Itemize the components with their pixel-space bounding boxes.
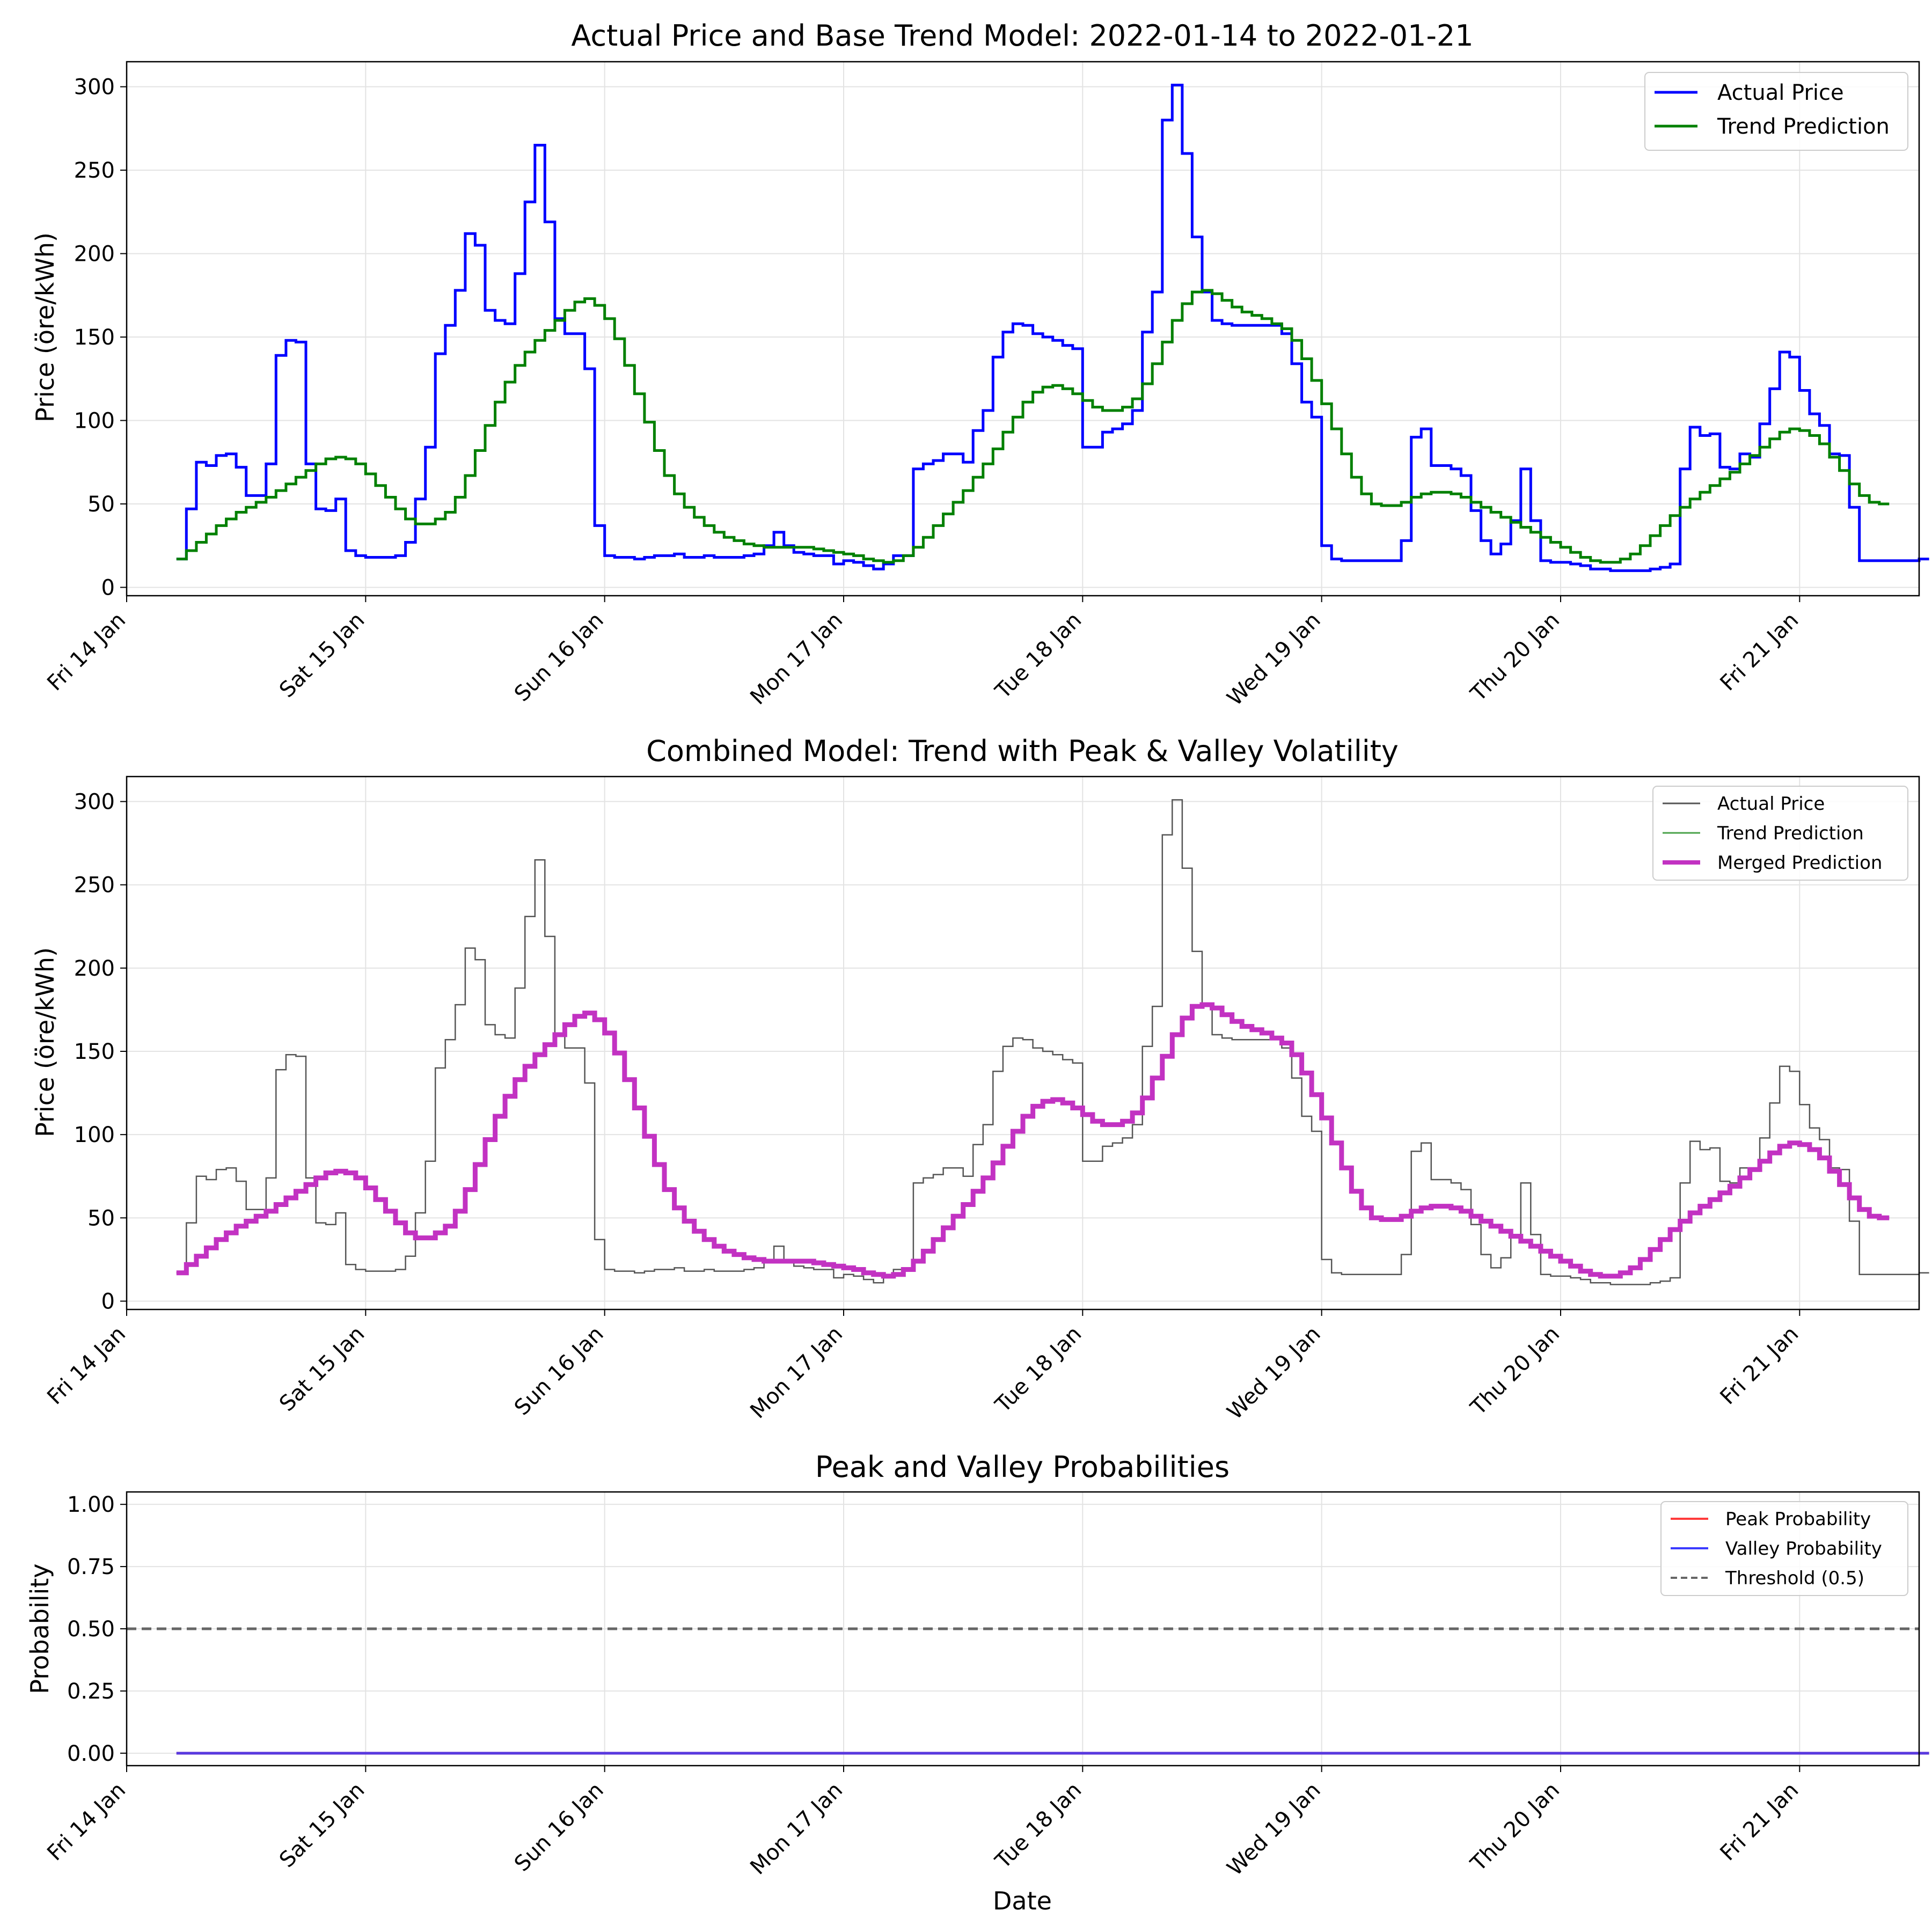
panel-3-ylabel: Probability	[25, 1563, 54, 1694]
legend-label-actual-price: Actual Price	[1717, 793, 1825, 815]
panel-3-title: Peak and Valley Probabilities	[815, 1450, 1230, 1484]
y-tick-label: 0.00	[67, 1741, 115, 1766]
series-actual-price	[176, 799, 1929, 1285]
legend-label-actual-price: Actual Price	[1717, 80, 1844, 105]
panel-2-ylabel: Price (öre/kWh)	[31, 947, 60, 1137]
panel-1-legend: Actual Price Trend Prediction	[1644, 72, 1908, 151]
series-actual-price	[176, 84, 1929, 572]
legend-label-trend-prediction: Trend Prediction	[1717, 823, 1864, 844]
panel-3-yticks: 0.00 0.25 0.50 0.75 1.00	[67, 1492, 127, 1766]
legend-label-peak-probability: Peak Probability	[1725, 1509, 1871, 1530]
series-merged-prediction	[176, 1002, 1890, 1279]
panel-3-xlabel: Date	[993, 1886, 1052, 1915]
y-tick-label: 0.75	[67, 1555, 115, 1579]
legend-label-trend-prediction: Trend Prediction	[1717, 114, 1890, 139]
panel-1-yticks: 0 50 100 150 200 250 300	[74, 75, 127, 600]
y-tick-label: 100	[74, 1123, 115, 1147]
y-tick-label: 200	[74, 956, 115, 981]
legend-label-merged-prediction: Merged Prediction	[1717, 852, 1882, 874]
panel-2-legend: Actual Price Trend Prediction Merged Pre…	[1652, 786, 1908, 881]
panel-2-title: Combined Model: Trend with Peak & Valley…	[646, 734, 1399, 768]
panel-1-grid	[126, 62, 1919, 596]
legend-label-valley-probability: Valley Probability	[1725, 1538, 1882, 1560]
series-trend-prediction	[176, 289, 1890, 564]
panel-3-series	[127, 1627, 1929, 1755]
panel-1-frame	[126, 61, 1920, 597]
legend-box	[1652, 786, 1908, 881]
panel-2-grid	[126, 777, 1919, 1309]
y-tick-label: 50	[87, 1206, 115, 1231]
y-tick-label: 150	[74, 325, 115, 350]
y-tick-label: 300	[74, 75, 115, 100]
panel-1-title: Actual Price and Base Trend Model: 2022-…	[571, 19, 1473, 53]
y-tick-label: 250	[74, 158, 115, 183]
y-tick-label: 0	[101, 1289, 115, 1314]
y-tick-label: 1.00	[67, 1492, 115, 1517]
panel-2-yticks: 0 50 100 150 200 250 300	[74, 790, 127, 1314]
y-tick-label: 250	[74, 873, 115, 898]
y-tick-label: 0.25	[67, 1679, 115, 1704]
y-tick-label: 50	[87, 492, 115, 517]
panel-1-series	[176, 84, 1929, 572]
y-tick-label: 0.50	[67, 1617, 115, 1642]
legend-label-threshold: Threshold (0.5)	[1725, 1568, 1864, 1589]
y-tick-label: 0	[101, 575, 115, 600]
panel-1-ylabel: Price (öre/kWh)	[31, 232, 60, 422]
panel-3-legend: Peak Probability Valley Probability Thre…	[1660, 1501, 1908, 1596]
panel-2-series	[176, 799, 1929, 1285]
y-tick-label: 200	[74, 242, 115, 267]
panel-2-frame	[126, 775, 1920, 1311]
y-tick-label: 100	[74, 409, 115, 434]
legend-box	[1644, 72, 1908, 151]
legend-box	[1660, 1501, 1908, 1596]
y-tick-label: 300	[74, 790, 115, 815]
y-tick-label: 150	[74, 1040, 115, 1064]
